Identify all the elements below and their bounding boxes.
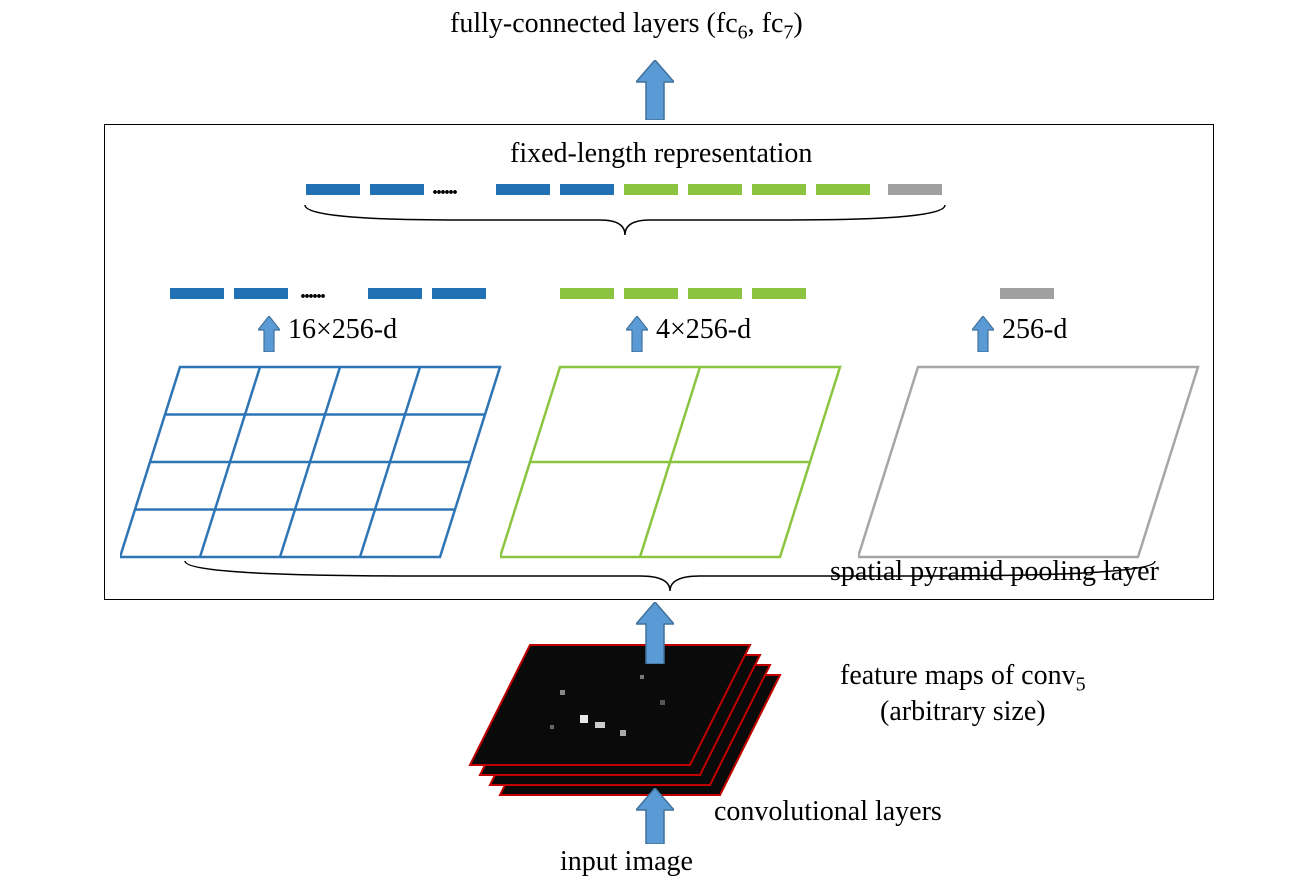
bar-blue xyxy=(496,184,550,195)
bar-blue xyxy=(560,184,614,195)
bar-blue xyxy=(170,288,224,299)
bar-blue xyxy=(368,288,422,299)
grid-1x1 xyxy=(858,362,1208,572)
bar-green xyxy=(624,288,678,299)
bar-gray xyxy=(888,184,942,195)
arrow-top xyxy=(636,60,674,120)
feature-maps xyxy=(460,630,800,810)
arrow-conv xyxy=(636,788,674,844)
bar-green xyxy=(752,288,806,299)
dots: ...... xyxy=(300,278,324,305)
grid-4x4 xyxy=(120,362,510,572)
d1-label: 256-d xyxy=(1002,314,1067,346)
bar-green xyxy=(752,184,806,195)
bar-blue xyxy=(432,288,486,299)
featmaps-label-1: feature maps of conv5 xyxy=(840,660,1086,697)
bar-blue xyxy=(370,184,424,195)
arrow-fmap xyxy=(636,602,674,664)
arrow-small-2 xyxy=(626,316,648,352)
featmaps-label-2: (arbitrary size) xyxy=(880,696,1046,728)
bar-blue xyxy=(234,288,288,299)
grid-2x2 xyxy=(500,362,850,572)
bar-green xyxy=(560,288,614,299)
bar-gray xyxy=(1000,288,1054,299)
bar-green xyxy=(688,184,742,195)
brace-top xyxy=(300,200,950,240)
input-image-label: input image xyxy=(560,846,693,878)
bar-green xyxy=(624,184,678,195)
spp-label: spatial pyramid pooling layer xyxy=(830,556,1159,588)
bar-green xyxy=(688,288,742,299)
d4-label: 4×256-d xyxy=(656,314,751,346)
arrow-small-1 xyxy=(258,316,280,352)
bar-green xyxy=(816,184,870,195)
conv-layers-label: convolutional layers xyxy=(714,796,942,828)
dots: ...... xyxy=(432,174,456,201)
fixed-length-label: fixed-length representation xyxy=(510,138,812,170)
fc-layers-label: fully-connected layers (fc6, fc7) xyxy=(450,8,803,45)
bar-blue xyxy=(306,184,360,195)
d16-label: 16×256-d xyxy=(288,314,397,346)
arrow-small-3 xyxy=(972,316,994,352)
